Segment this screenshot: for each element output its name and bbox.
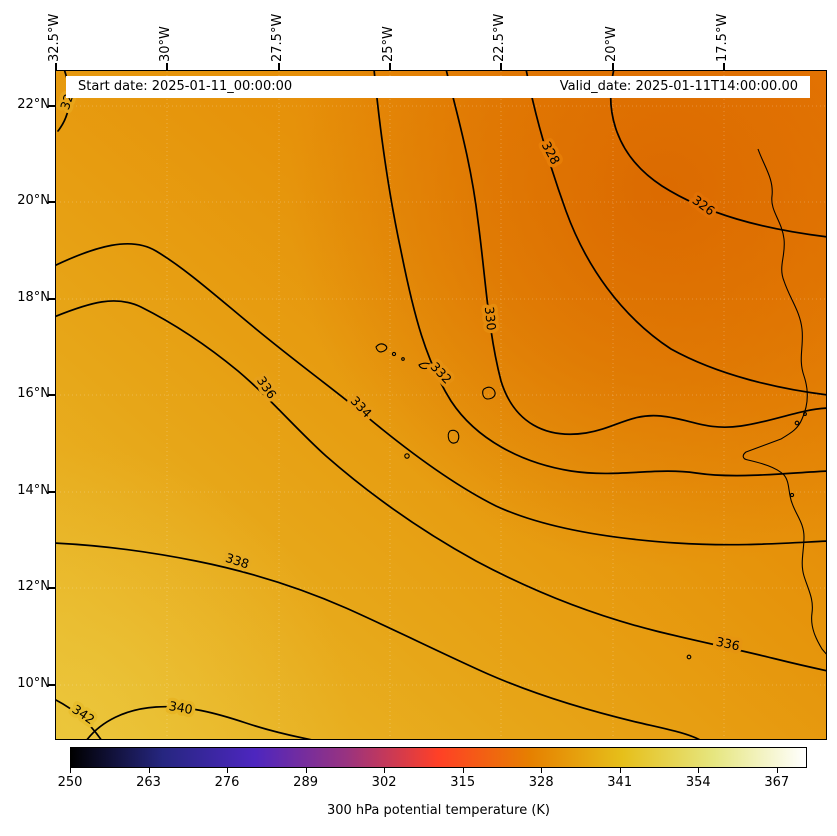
colorbar-tick-mark bbox=[619, 768, 621, 773]
x-axis-label: 30°W bbox=[158, 26, 173, 62]
x-tick-mark bbox=[55, 63, 57, 70]
colorbar-tick-label: 276 bbox=[214, 775, 240, 790]
start-date-text: Start date: 2025-01-11_00:00:00 bbox=[78, 79, 293, 94]
x-axis-label: 25°W bbox=[381, 26, 396, 62]
x-tick-mark bbox=[612, 63, 614, 70]
colorbar-tick-mark bbox=[698, 768, 700, 773]
colorbar-tick-mark bbox=[462, 768, 464, 773]
colorbar-tick-label: 328 bbox=[528, 775, 554, 790]
y-axis-label: 14°N bbox=[17, 483, 50, 498]
colorbar-tick-mark bbox=[541, 768, 543, 773]
colorbar-tick-label: 302 bbox=[371, 775, 397, 790]
x-axis-label: 17.5°W bbox=[715, 13, 730, 62]
coastline-path bbox=[742, 148, 826, 655]
contour-line-326 bbox=[609, 71, 826, 238]
contour-line-342 bbox=[56, 699, 102, 739]
island-outline bbox=[482, 386, 496, 400]
colorbar-tick-mark bbox=[776, 768, 778, 773]
colorbar bbox=[70, 747, 807, 768]
contour-label: 330 bbox=[482, 306, 499, 331]
coastal-islet bbox=[803, 412, 807, 416]
y-tick-mark bbox=[48, 298, 55, 300]
date-banner: Start date: 2025-01-11_00:00:00 Valid_da… bbox=[66, 76, 810, 98]
island-outline bbox=[686, 654, 692, 660]
colorbar-tick-label: 341 bbox=[607, 775, 633, 790]
x-tick-mark bbox=[500, 63, 502, 70]
y-axis-label: 12°N bbox=[17, 579, 50, 594]
colorbar-tick-mark bbox=[227, 768, 229, 773]
contour-line-328 bbox=[525, 71, 826, 396]
contour-line-328-clipped bbox=[57, 71, 71, 132]
coastal-islet bbox=[794, 420, 800, 426]
contour-lines bbox=[56, 71, 826, 739]
x-tick-mark bbox=[278, 63, 280, 70]
contour-label: 336 bbox=[254, 373, 280, 401]
y-axis-label: 10°N bbox=[17, 676, 50, 691]
island-outline bbox=[447, 429, 460, 444]
y-axis-label: 18°N bbox=[17, 290, 50, 305]
contour-label: 336 bbox=[715, 634, 742, 654]
colorbar-tick-mark bbox=[384, 768, 386, 773]
x-axis-label: 27.5°W bbox=[270, 13, 285, 62]
colorbar-tick-label: 263 bbox=[136, 775, 161, 790]
grid-lines bbox=[56, 71, 826, 739]
contour-line-336 bbox=[56, 300, 826, 672]
y-axis-label: 20°N bbox=[17, 193, 50, 208]
colorbar-tick-label: 354 bbox=[685, 775, 711, 790]
island-outline bbox=[401, 357, 405, 361]
contour-label: 328 bbox=[539, 139, 563, 167]
colorbar-tick-mark bbox=[70, 768, 72, 773]
colorbar-axis-label: 300 hPa potential temperature (K) bbox=[326, 803, 550, 818]
island-outline bbox=[375, 343, 388, 353]
y-tick-mark bbox=[48, 491, 55, 493]
valid-date-text: Valid_date: 2025-01-11T14:00:00.00 bbox=[559, 79, 798, 94]
contour-label: 334 bbox=[348, 393, 375, 421]
coastal-islet bbox=[789, 492, 795, 498]
colorbar-tick-mark bbox=[148, 768, 150, 773]
colorbar-tick-label: 289 bbox=[293, 775, 319, 790]
contour-line-338 bbox=[56, 542, 700, 739]
y-tick-mark bbox=[48, 684, 55, 686]
contour-line-332 bbox=[373, 71, 826, 477]
x-axis-label: 32.5°W bbox=[47, 13, 62, 62]
x-axis-label: 20°W bbox=[604, 26, 619, 62]
colorbar-tick-label: 367 bbox=[764, 775, 790, 790]
contour-map-panel: 32 326 328 330 332 334 336 338 340 342 3… bbox=[55, 70, 827, 740]
contour-label: 340 bbox=[168, 698, 194, 717]
y-axis-label: 16°N bbox=[17, 386, 50, 401]
west-africa-coastline bbox=[742, 148, 826, 655]
y-axis-label: 22°N bbox=[17, 97, 50, 112]
colorbar-tick-label: 315 bbox=[450, 775, 476, 790]
contour-line-340 bbox=[86, 705, 312, 739]
x-tick-mark bbox=[166, 63, 168, 70]
contour-label: 342 bbox=[69, 701, 97, 727]
x-tick-mark bbox=[723, 63, 725, 70]
x-axis-label: 22.5°W bbox=[492, 13, 507, 62]
y-tick-mark bbox=[48, 201, 55, 203]
contour-line-330 bbox=[445, 71, 826, 435]
y-tick-mark bbox=[48, 105, 55, 107]
island-outline bbox=[404, 453, 410, 459]
island-outline bbox=[418, 362, 432, 370]
colorbar-tick-mark bbox=[305, 768, 307, 773]
contour-line-334 bbox=[56, 242, 826, 546]
x-tick-mark bbox=[389, 63, 391, 70]
y-tick-mark bbox=[48, 587, 55, 589]
cape-verde-islands bbox=[375, 343, 692, 660]
island-outline bbox=[391, 351, 397, 357]
contour-map-svg: 32 326 328 330 332 334 336 338 340 342 3… bbox=[56, 71, 826, 739]
contour-label: 326 bbox=[690, 192, 718, 218]
y-tick-mark bbox=[48, 394, 55, 396]
colorbar-tick-label: 250 bbox=[57, 775, 83, 790]
